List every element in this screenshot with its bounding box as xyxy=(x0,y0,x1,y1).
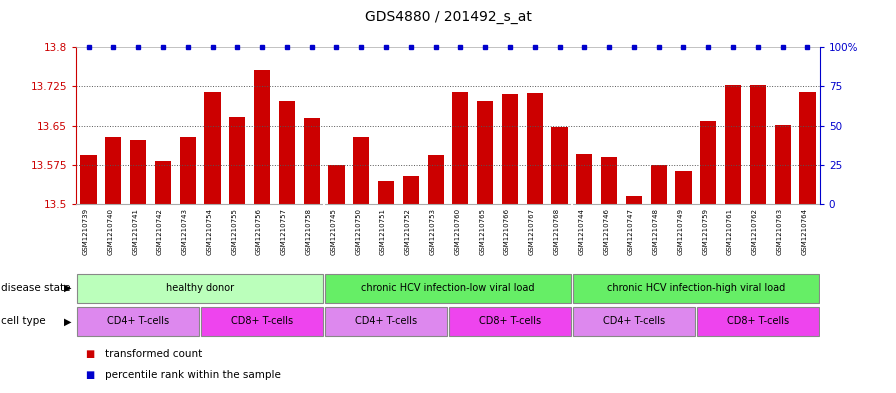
Bar xyxy=(626,196,642,204)
Bar xyxy=(77,274,323,303)
Bar xyxy=(180,137,195,204)
Text: GSM1210766: GSM1210766 xyxy=(504,208,510,255)
Text: CD8+ T-cells: CD8+ T-cells xyxy=(231,316,293,326)
Text: GSM1210747: GSM1210747 xyxy=(628,208,634,255)
Text: GSM1210759: GSM1210759 xyxy=(702,208,709,255)
Bar xyxy=(325,307,447,336)
Text: CD4+ T-cells: CD4+ T-cells xyxy=(355,316,418,326)
Text: CD4+ T-cells: CD4+ T-cells xyxy=(603,316,665,326)
Bar xyxy=(353,137,369,204)
Text: healthy donor: healthy donor xyxy=(166,283,234,293)
Bar xyxy=(325,274,571,303)
Bar xyxy=(701,121,716,204)
Text: chronic HCV infection-low viral load: chronic HCV infection-low viral load xyxy=(361,283,535,293)
Text: ▶: ▶ xyxy=(65,316,72,326)
Bar xyxy=(502,94,518,204)
Text: percentile rank within the sample: percentile rank within the sample xyxy=(105,370,280,380)
Text: GSM1210752: GSM1210752 xyxy=(405,208,411,255)
Text: GSM1210761: GSM1210761 xyxy=(727,208,733,255)
Bar xyxy=(77,307,199,336)
Text: GSM1210743: GSM1210743 xyxy=(182,208,188,255)
Text: GSM1210751: GSM1210751 xyxy=(380,208,386,255)
Text: GSM1210749: GSM1210749 xyxy=(677,208,684,255)
Bar xyxy=(155,161,171,204)
Bar xyxy=(725,85,741,204)
Bar xyxy=(229,118,246,204)
Bar xyxy=(697,307,819,336)
Bar xyxy=(449,307,571,336)
Bar xyxy=(573,274,819,303)
Text: ▶: ▶ xyxy=(65,283,72,293)
Text: GSM1210739: GSM1210739 xyxy=(82,208,89,255)
Bar xyxy=(576,154,592,204)
Text: CD8+ T-cells: CD8+ T-cells xyxy=(478,316,541,326)
Text: cell type: cell type xyxy=(1,316,46,326)
Text: GSM1210758: GSM1210758 xyxy=(306,208,312,255)
Text: ■: ■ xyxy=(85,349,94,359)
Bar xyxy=(650,165,667,204)
Text: GSM1210764: GSM1210764 xyxy=(801,208,807,255)
Bar xyxy=(81,155,97,204)
Text: GSM1210768: GSM1210768 xyxy=(554,208,560,255)
Bar xyxy=(304,118,320,204)
Text: GSM1210741: GSM1210741 xyxy=(132,208,138,255)
Text: GSM1210754: GSM1210754 xyxy=(206,208,212,255)
Bar xyxy=(378,181,394,204)
Text: GSM1210740: GSM1210740 xyxy=(108,208,114,255)
Text: GSM1210745: GSM1210745 xyxy=(331,208,337,255)
Bar xyxy=(478,101,493,204)
Text: GSM1210767: GSM1210767 xyxy=(529,208,535,255)
Text: GSM1210765: GSM1210765 xyxy=(479,208,486,255)
Bar xyxy=(106,137,121,204)
Bar xyxy=(601,157,617,204)
Text: GSM1210746: GSM1210746 xyxy=(603,208,609,255)
Text: GSM1210748: GSM1210748 xyxy=(652,208,659,255)
Text: disease state: disease state xyxy=(1,283,71,293)
Bar xyxy=(552,127,567,204)
Text: ■: ■ xyxy=(85,370,94,380)
Text: CD8+ T-cells: CD8+ T-cells xyxy=(727,316,789,326)
Text: GSM1210753: GSM1210753 xyxy=(429,208,435,255)
Bar xyxy=(329,165,344,204)
Text: GSM1210762: GSM1210762 xyxy=(752,208,758,255)
Text: CD4+ T-cells: CD4+ T-cells xyxy=(107,316,169,326)
Bar xyxy=(676,171,692,204)
Bar xyxy=(202,307,323,336)
Text: chronic HCV infection-high viral load: chronic HCV infection-high viral load xyxy=(607,283,785,293)
Bar xyxy=(130,140,146,204)
Text: GSM1210750: GSM1210750 xyxy=(355,208,361,255)
Bar xyxy=(452,92,469,204)
Bar xyxy=(750,85,766,204)
Text: GSM1210760: GSM1210760 xyxy=(454,208,461,255)
Text: GSM1210742: GSM1210742 xyxy=(157,208,163,255)
Text: GSM1210763: GSM1210763 xyxy=(777,208,783,255)
Text: GSM1210756: GSM1210756 xyxy=(256,208,263,255)
Text: GSM1210757: GSM1210757 xyxy=(280,208,287,255)
Bar xyxy=(279,101,295,204)
Bar xyxy=(527,93,543,204)
Bar xyxy=(573,307,694,336)
Text: GDS4880 / 201492_s_at: GDS4880 / 201492_s_at xyxy=(365,9,531,24)
Bar xyxy=(254,70,270,204)
Bar xyxy=(427,154,444,204)
Bar xyxy=(775,125,790,204)
Bar xyxy=(204,92,220,204)
Text: transformed count: transformed count xyxy=(105,349,202,359)
Text: GSM1210755: GSM1210755 xyxy=(231,208,237,255)
Bar xyxy=(403,176,418,204)
Text: GSM1210744: GSM1210744 xyxy=(578,208,584,255)
Bar xyxy=(799,92,815,204)
